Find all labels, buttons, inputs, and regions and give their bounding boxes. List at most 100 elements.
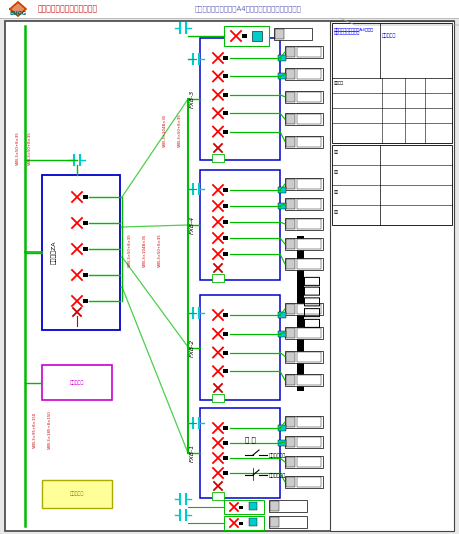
Bar (286, 69, 295, 80)
Bar (285, 178, 323, 190)
Text: 图 例: 图 例 (245, 436, 256, 443)
Bar (212, 394, 224, 402)
Text: VVB-3×50+8×35: VVB-3×50+8×35 (28, 131, 32, 165)
Bar (297, 236, 304, 391)
Text: 校核: 校核 (334, 170, 339, 174)
Bar (286, 417, 295, 427)
Text: FXB-1: FXB-1 (190, 444, 195, 462)
Text: VVB-3×95+8×150: VVB-3×95+8×150 (33, 412, 37, 448)
Polygon shape (10, 2, 26, 16)
Bar (285, 238, 323, 250)
Bar (285, 327, 323, 339)
Text: BUCG: BUCG (10, 11, 27, 16)
Bar (297, 417, 321, 427)
Bar (297, 304, 321, 314)
Bar (286, 92, 295, 102)
Text: FXB-4: FXB-4 (190, 216, 195, 234)
Bar (42, 480, 112, 508)
Text: 供电系统图: 供电系统图 (301, 274, 319, 328)
Bar (286, 199, 295, 209)
Bar (285, 46, 323, 58)
Text: VVB-3×104B×35: VVB-3×104B×35 (163, 113, 167, 147)
Bar (223, 220, 228, 224)
Bar (269, 500, 307, 512)
Bar (297, 351, 321, 362)
Bar (223, 130, 228, 134)
Bar (297, 114, 321, 124)
Bar (286, 179, 295, 189)
Bar (83, 273, 88, 277)
Bar (286, 239, 295, 249)
Bar (224, 26, 269, 46)
Bar (270, 501, 279, 511)
Bar (223, 441, 228, 445)
Bar (285, 350, 323, 363)
Text: VVB-3×50+8×35: VVB-3×50+8×35 (128, 233, 132, 267)
Bar (297, 437, 321, 447)
Bar (285, 476, 323, 488)
Text: 工程名称: 工程名称 (334, 81, 344, 85)
Bar (286, 219, 295, 229)
Bar (200, 295, 280, 400)
Bar (286, 259, 295, 269)
Bar (249, 502, 257, 510)
Bar (285, 198, 323, 210)
Bar (223, 204, 228, 208)
Bar (239, 506, 243, 508)
Bar (286, 114, 295, 124)
Bar (297, 457, 321, 467)
Bar (286, 457, 295, 467)
Bar (285, 258, 323, 270)
Bar (223, 56, 228, 60)
Bar (297, 92, 321, 102)
Bar (83, 195, 88, 199)
Bar (285, 218, 323, 230)
Bar (285, 374, 323, 386)
Bar (278, 425, 286, 431)
Bar (223, 252, 228, 256)
Text: 临配电箱ZA: 临配电箱ZA (51, 241, 57, 264)
Text: VVB-3×50+8×35: VVB-3×50+8×35 (178, 113, 182, 147)
Text: 空气断路开关: 空气断路开关 (269, 452, 286, 458)
Text: 隔离断路开关: 隔离断路开关 (269, 473, 286, 477)
Bar (239, 522, 243, 524)
Bar (285, 91, 323, 103)
Bar (278, 331, 286, 337)
Bar (297, 375, 321, 385)
Bar (285, 68, 323, 81)
Bar (223, 332, 228, 336)
Bar (223, 236, 228, 240)
Bar (270, 517, 279, 527)
Bar (83, 247, 88, 251)
Bar (278, 55, 286, 61)
Bar (297, 219, 321, 229)
Bar (223, 74, 228, 78)
Bar (223, 471, 228, 475)
Bar (297, 137, 321, 147)
Text: VVB-3×50+8×35: VVB-3×50+8×35 (16, 131, 20, 165)
Bar (278, 73, 286, 80)
Bar (83, 221, 88, 225)
Bar (269, 516, 307, 528)
Bar (286, 437, 295, 447)
Text: 电子城配套管住宅小区A4楼工程临时用电施工组织设计: 电子城配套管住宅小区A4楼工程临时用电施工组织设计 (195, 6, 302, 12)
Bar (223, 456, 228, 460)
Text: 三芯配电柜: 三芯配电柜 (70, 491, 84, 497)
Text: 供电系统图: 供电系统图 (382, 33, 397, 38)
Bar (274, 28, 312, 40)
Text: FXB-3: FXB-3 (190, 90, 195, 108)
Bar (332, 23, 452, 143)
Bar (286, 304, 295, 314)
Bar (286, 47, 295, 57)
Bar (223, 93, 228, 97)
Bar (200, 38, 280, 160)
Bar (297, 477, 321, 487)
Bar (297, 259, 321, 269)
Bar (223, 350, 228, 355)
Bar (286, 477, 295, 487)
Bar (286, 351, 295, 362)
Bar (278, 312, 286, 318)
Text: FXB-2: FXB-2 (190, 339, 195, 357)
Bar (286, 375, 295, 385)
Bar (332, 145, 452, 225)
